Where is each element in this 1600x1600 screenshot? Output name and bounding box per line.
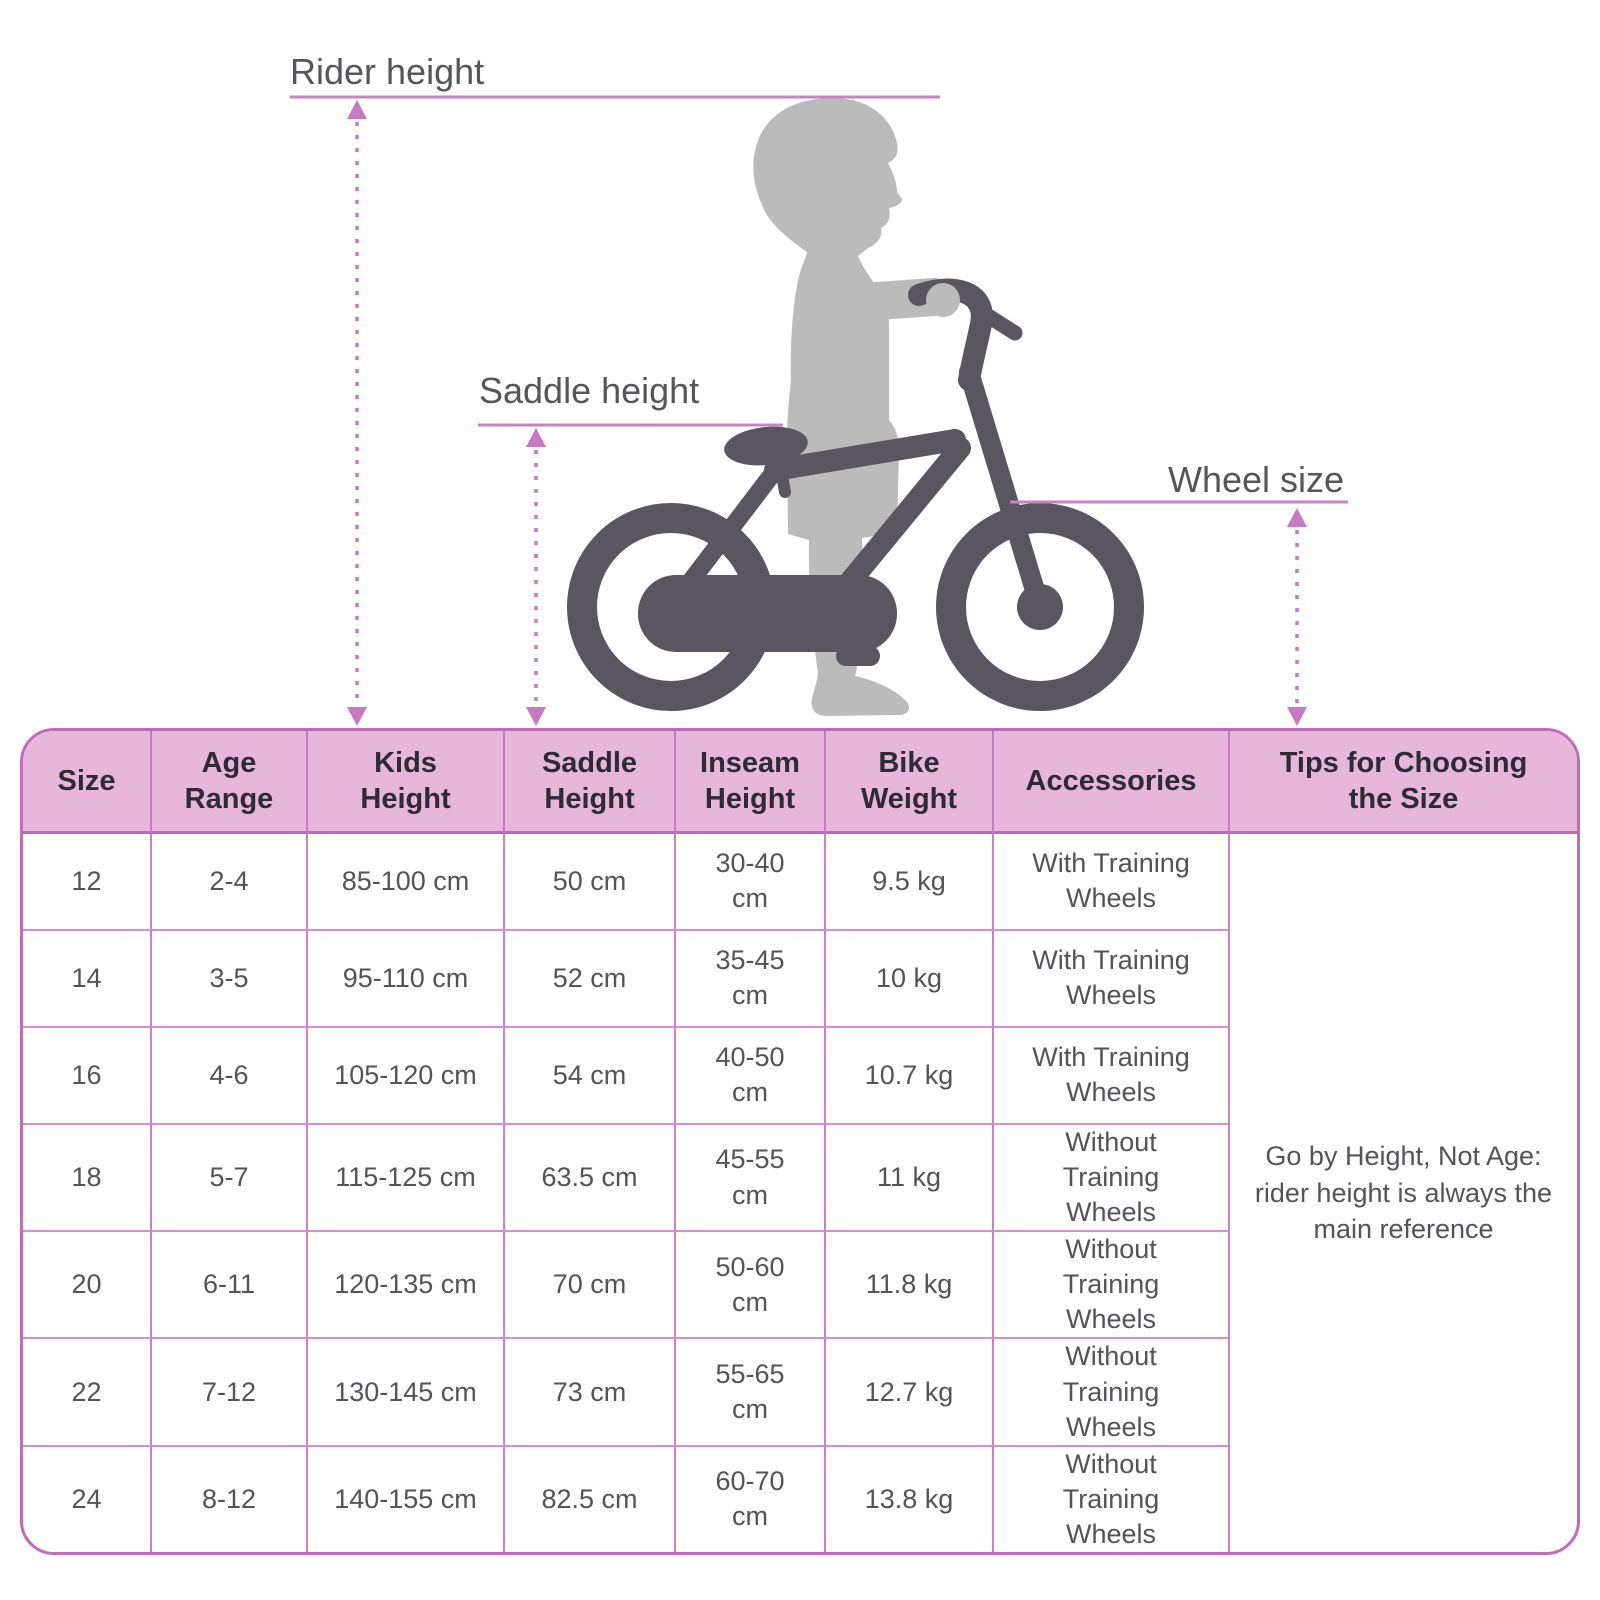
size-cell: 16 [23,1027,152,1125]
saddle-height-arrowhead-down [526,707,546,726]
age-range-cell: 3-5 [152,930,308,1028]
kids-height-cell: 105-120 cm [308,1027,505,1125]
inseam-height-cell: 45-55 cm [676,1124,826,1233]
size-cell: 24 [23,1446,152,1552]
bike-weight-cell: 10 kg [826,930,994,1028]
header-inseam-height: Inseam Height [676,731,826,834]
child-body-shape [753,97,910,717]
wheel-size-arrowhead-down [1287,707,1307,726]
size-chart-table: Size Age Range Kids Height Saddle Height… [20,728,1580,1555]
age-range-cell: 5-7 [152,1124,308,1233]
accessories-cell: Without Training Wheels [994,1339,1230,1447]
inseam-height-cell: 40-50 cm [676,1027,826,1125]
saddle-height-cell: 70 cm [505,1232,676,1340]
saddle-height-arrowhead-up [526,428,546,447]
header-kids-height: Kids Height [308,731,505,834]
kids-height-cell: 120-135 cm [308,1232,505,1340]
accessories-cell: Without Training Wheels [994,1124,1230,1233]
saddle-height-cell: 52 cm [505,930,676,1028]
header-age-range: Age Range [152,731,308,834]
bike-weight-cell: 12.7 kg [826,1339,994,1447]
tips-note: Go by Height, Not Age: rider height is a… [1254,1141,1553,1245]
header-saddle-height: Saddle Height [505,731,676,834]
wheel-size-measure: Wheel size [1010,459,1348,726]
handlebar-grip-end [974,304,1023,341]
top-tube [764,429,966,481]
child-hand [926,283,960,317]
bike-weight-cell: 13.8 kg [826,1446,994,1552]
inseam-height-cell: 30-40 cm [676,834,826,931]
rider-height-arrowhead-down [347,707,367,726]
saddle-height-cell: 73 cm [505,1339,676,1447]
kids-height-cell: 85-100 cm [308,834,505,931]
saddle [724,426,808,466]
rider-height-measure: Rider height [290,51,940,726]
saddle-height-cell: 54 cm [505,1027,676,1125]
saddle-height-cell: 50 cm [505,834,676,931]
kids-height-cell: 115-125 cm [308,1124,505,1233]
bike-size-illustration: Rider height Saddle height Wheel size [290,51,1348,726]
front-wheel [936,503,1144,711]
header-tips: Tips for Choosing the Size [1230,731,1577,834]
age-range-cell: 4-6 [152,1027,308,1125]
bike-weight-cell: 11.8 kg [826,1232,994,1340]
kids-height-cell: 130-145 cm [308,1339,505,1447]
accessories-cell: With Training Wheels [994,1027,1230,1125]
age-range-cell: 7-12 [152,1339,308,1447]
bike-weight-cell: 9.5 kg [826,834,994,931]
inseam-height-cell: 55-65 cm [676,1339,826,1447]
inseam-height-cell: 60-70 cm [676,1446,826,1552]
kids-height-cell: 140-155 cm [308,1446,505,1552]
rider-height-label: Rider height [290,51,484,92]
accessories-cell: Without Training Wheels [994,1232,1230,1340]
inseam-height-cell: 50-60 cm [676,1232,826,1340]
size-cell: 14 [23,930,152,1028]
rider-height-arrowhead-up [347,100,367,119]
bike-weight-cell: 10.7 kg [826,1027,994,1125]
age-range-cell: 6-11 [152,1232,308,1340]
saddle-height-measure: Saddle height [478,370,783,726]
saddle-height-label: Saddle height [479,370,699,411]
fork-tube [959,362,1050,617]
wheel-size-arrowhead-up [1287,508,1307,527]
bike-weight-cell: 11 kg [826,1124,994,1233]
header-bike-weight: Bike Weight [826,731,994,834]
header-size: Size [23,731,152,834]
age-range-cell: 8-12 [152,1446,308,1552]
size-cell: 18 [23,1124,152,1233]
accessories-cell: With Training Wheels [994,834,1230,931]
seat-post [773,452,791,498]
inseam-height-cell: 35-45 cm [676,930,826,1028]
chain-guard [638,575,897,652]
age-range-cell: 2-4 [152,834,308,931]
size-cell: 20 [23,1232,152,1340]
size-cell: 22 [23,1339,152,1447]
bike-silhouette [567,278,1144,711]
kids-height-cell: 95-110 cm [308,930,505,1028]
saddle-height-cell: 82.5 cm [505,1446,676,1552]
accessories-cell: Without Training Wheels [994,1446,1230,1552]
saddle-height-cell: 63.5 cm [505,1124,676,1233]
wheel-size-label: Wheel size [1168,459,1344,500]
header-accessories: Accessories [994,731,1230,834]
accessories-cell: With Training Wheels [994,930,1230,1028]
size-cell: 12 [23,834,152,931]
